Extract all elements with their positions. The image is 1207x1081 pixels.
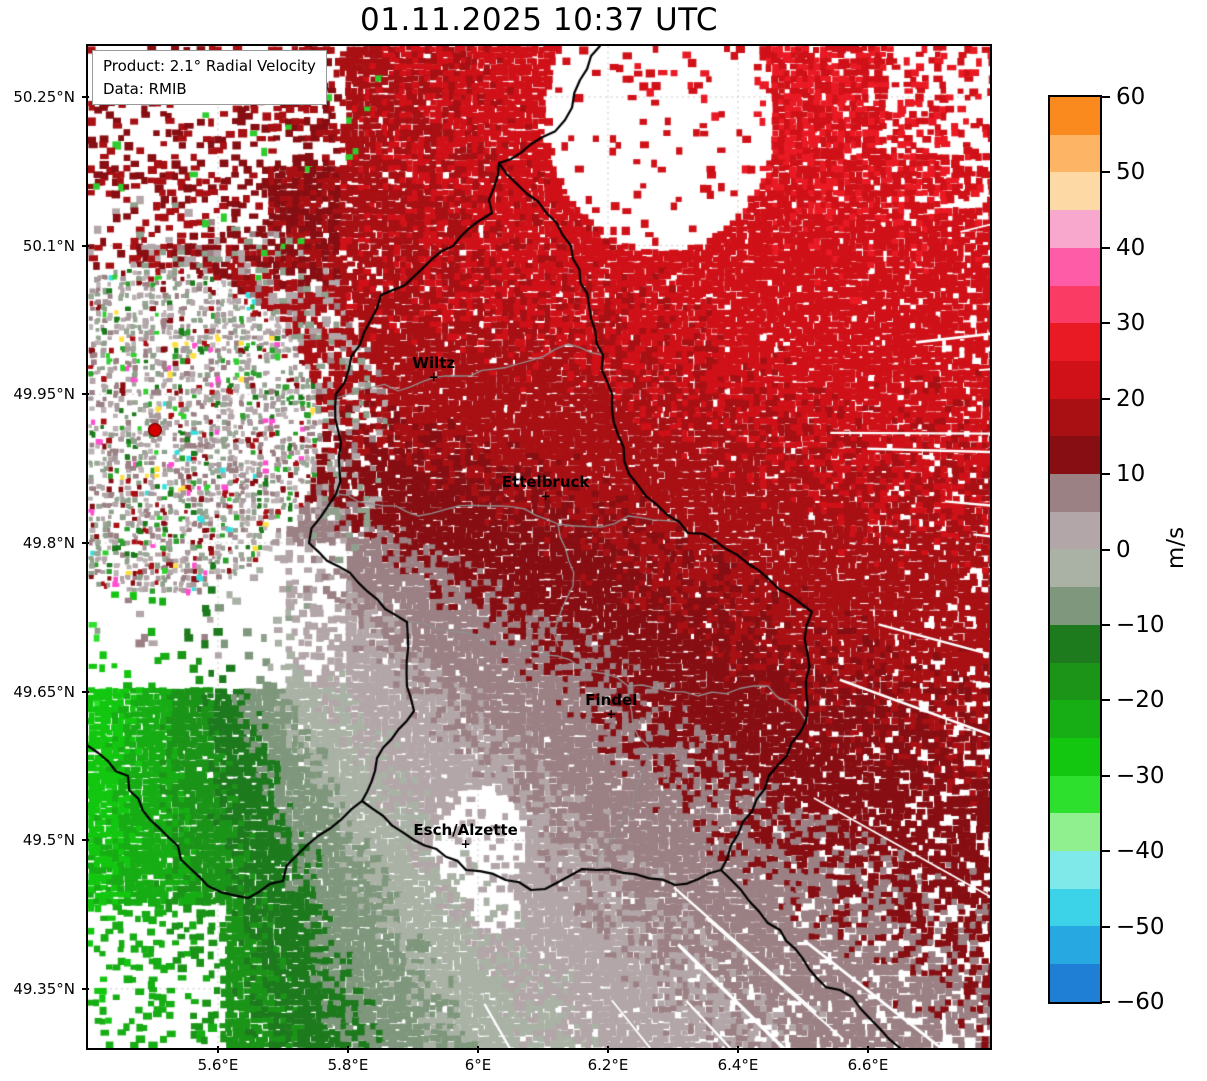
colorbar-tick-label-0: 60 [1116, 84, 1145, 110]
colorbar-tick-label-1: 50 [1116, 159, 1145, 185]
radar-figure: 01.11.2025 10:37 UTC Product: 2.1° Radia… [0, 0, 1207, 1081]
tick-mark [82, 245, 89, 247]
colorbar-segment [1050, 97, 1100, 135]
lat-tick-label-4: 49.65°N [13, 683, 75, 701]
tick-mark [1102, 247, 1110, 249]
lat-tick-label-6: 49.35°N [13, 980, 75, 998]
colorbar-segment [1050, 663, 1100, 701]
tick-mark [347, 1046, 349, 1053]
lon-tick-label-5: 6.6°E [848, 1056, 889, 1074]
tick-mark [1102, 775, 1110, 777]
tick-mark [1102, 549, 1110, 551]
colorbar-segment [1050, 776, 1100, 814]
tick-mark [1102, 926, 1110, 928]
city-plus-marker-icon: + [429, 371, 439, 383]
tick-mark [82, 96, 89, 98]
info-data-source: Data: RMIB [103, 78, 316, 101]
colorbar-segment [1050, 135, 1100, 173]
tick-mark [867, 1046, 869, 1053]
colorbar-tick-label-2: 40 [1116, 235, 1145, 261]
colorbar-unit-label: m/s [1163, 526, 1189, 568]
colorbar-segment [1050, 813, 1100, 851]
figure-title: 01.11.2025 10:37 UTC [88, 2, 990, 38]
colorbar-tick-label-6: 0 [1116, 537, 1131, 563]
tick-mark [1102, 398, 1110, 400]
city-plus-marker-icon: + [461, 838, 471, 850]
info-product: Product: 2.1° Radial Velocity [103, 55, 316, 78]
tick-mark [1102, 171, 1110, 173]
colorbar-segment [1050, 700, 1100, 738]
lat-tick-label-1: 50.1°N [23, 237, 75, 255]
lon-tick-label-1: 5.8°E [328, 1056, 369, 1074]
colorbar-segment [1050, 172, 1100, 210]
city-plus-marker-icon: + [606, 708, 616, 720]
colorbar-segment [1050, 926, 1100, 964]
tick-mark [607, 1046, 609, 1053]
colorbar-tick-label-3: 30 [1116, 310, 1145, 336]
tick-mark [82, 839, 89, 841]
tick-mark [737, 1046, 739, 1053]
lat-tick-label-3: 49.8°N [23, 534, 75, 552]
colorbar: 60 50 40 30 20 10 0 −10 [1048, 95, 1102, 1004]
colorbar-segment [1050, 474, 1100, 512]
tick-mark [82, 691, 89, 693]
tick-mark [82, 988, 89, 990]
colorbar-tick-label-4: 20 [1116, 386, 1145, 412]
city-plus-marker-icon: + [541, 490, 551, 502]
colorbar-segment [1050, 436, 1100, 474]
colorbar-segment [1050, 210, 1100, 248]
colorbar-segment [1050, 851, 1100, 889]
colorbar-segment [1050, 889, 1100, 927]
colorbar-segment [1050, 625, 1100, 663]
lon-tick-label-2: 6°E [465, 1056, 492, 1074]
tick-mark [217, 1046, 219, 1053]
lon-tick-label-3: 6.2°E [588, 1056, 629, 1074]
map-area: Product: 2.1° Radial Velocity Data: RMIB… [86, 44, 992, 1050]
colorbar-gradient [1050, 97, 1100, 1002]
tick-mark [1102, 1001, 1110, 1003]
colorbar-segment [1050, 399, 1100, 437]
tick-mark [82, 542, 89, 544]
lon-tick-label-0: 5.6°E [198, 1056, 239, 1074]
colorbar-segment [1050, 964, 1100, 1002]
tick-mark [82, 393, 89, 395]
colorbar-unit: m/s [1155, 95, 1197, 1000]
tick-mark [1102, 473, 1110, 475]
lat-tick-label-5: 49.5°N [23, 831, 75, 849]
colorbar-segment [1050, 323, 1100, 361]
tick-mark [1102, 624, 1110, 626]
colorbar-segment [1050, 512, 1100, 550]
lat-tick-label-2: 49.95°N [13, 385, 75, 403]
colorbar-segment [1050, 248, 1100, 286]
lat-tick-label-0: 50.25°N [13, 88, 75, 106]
tick-mark [1102, 850, 1110, 852]
colorbar-segment [1050, 549, 1100, 587]
colorbar-segment [1050, 286, 1100, 324]
info-box: Product: 2.1° Radial Velocity Data: RMIB [92, 50, 327, 105]
colorbar-segment [1050, 738, 1100, 776]
tick-mark [1102, 699, 1110, 701]
tick-mark [1102, 322, 1110, 324]
radar-field-canvas [88, 46, 990, 1048]
colorbar-segment [1050, 361, 1100, 399]
colorbar-segment [1050, 587, 1100, 625]
colorbar-tick-label-5: 10 [1116, 461, 1145, 487]
tick-mark [477, 1046, 479, 1053]
tick-mark [1102, 96, 1110, 98]
lon-tick-label-4: 6.4°E [718, 1056, 759, 1074]
